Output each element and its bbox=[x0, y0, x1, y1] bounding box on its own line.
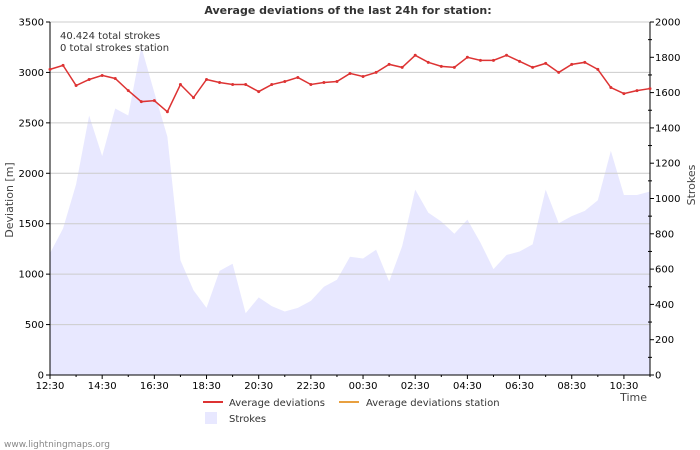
x-tick-label-5: 22:30 bbox=[296, 381, 325, 392]
deviation-point-10 bbox=[178, 83, 182, 87]
chart-title: Average deviations of the last 24h for s… bbox=[204, 4, 491, 17]
right-tick-label-7: 1400 bbox=[655, 123, 680, 134]
x-ticks: 12:30 14:30 16:30 18:30 20:30 22:30 00:30 02:30… bbox=[36, 375, 651, 392]
deviation-point-25 bbox=[374, 70, 378, 74]
x-tick-label-1: 14:30 bbox=[88, 381, 117, 392]
x-axis-title: Time bbox=[619, 391, 647, 404]
right-tick-label-0: 0 bbox=[655, 371, 661, 382]
deviation-point-30 bbox=[439, 64, 443, 68]
x-tick-label-7: 02:30 bbox=[401, 381, 430, 392]
deviation-point-20 bbox=[309, 83, 313, 87]
deviation-point-8 bbox=[152, 99, 156, 103]
x-tick-label-10: 08:30 bbox=[557, 381, 586, 392]
deviation-point-26 bbox=[387, 62, 391, 66]
deviation-point-37 bbox=[531, 65, 535, 69]
right-tick-label-5: 1000 bbox=[655, 194, 680, 205]
x-tick-label-11: 10:30 bbox=[609, 381, 638, 392]
deviation-point-16 bbox=[257, 90, 261, 94]
deviation-point-32 bbox=[465, 55, 469, 59]
legend: Average deviations Average deviations st… bbox=[203, 398, 500, 425]
deviation-point-5 bbox=[113, 76, 117, 80]
deviation-point-40 bbox=[570, 62, 574, 66]
deviation-point-24 bbox=[361, 74, 365, 78]
deviation-point-44 bbox=[622, 92, 626, 96]
deviation-point-46 bbox=[648, 87, 652, 91]
deviation-point-27 bbox=[400, 65, 404, 69]
deviation-point-2 bbox=[74, 84, 78, 88]
left-tick-label-6: 3000 bbox=[19, 68, 44, 79]
right-tick-label-2: 400 bbox=[655, 300, 674, 311]
info-station-strokes: 0 total strokes station bbox=[60, 43, 169, 54]
deviation-point-3 bbox=[87, 77, 91, 81]
deviation-point-18 bbox=[283, 80, 287, 84]
left-tick-label-1: 500 bbox=[25, 320, 44, 331]
deviation-point-23 bbox=[348, 71, 352, 75]
deviation-point-13 bbox=[218, 81, 222, 85]
deviation-point-9 bbox=[165, 110, 169, 114]
right-tick-label-1: 200 bbox=[655, 335, 674, 346]
deviation-point-41 bbox=[583, 60, 587, 64]
deviation-line-layer bbox=[48, 53, 652, 114]
deviation-point-0 bbox=[48, 67, 52, 71]
deviation-point-19 bbox=[296, 75, 300, 79]
strokes-area bbox=[50, 46, 650, 376]
x-tick-label-2: 16:30 bbox=[140, 381, 169, 392]
deviation-point-1 bbox=[61, 63, 65, 67]
left-tick-label-7: 3500 bbox=[19, 18, 44, 29]
left-tick-label-4: 2000 bbox=[19, 169, 44, 180]
deviation-point-39 bbox=[557, 70, 561, 74]
legend-label-strokes: Strokes bbox=[229, 414, 266, 425]
right-tick-label-9: 1800 bbox=[655, 53, 680, 64]
right-tick-label-6: 1200 bbox=[655, 159, 680, 170]
deviation-point-15 bbox=[244, 83, 248, 87]
legend-swatch-strokes bbox=[205, 412, 217, 424]
left-tick-label-2: 1000 bbox=[19, 270, 44, 281]
deviation-point-34 bbox=[491, 58, 495, 62]
y-axis-left-title: Deviation [m] bbox=[3, 162, 16, 237]
right-tick-label-10: 2000 bbox=[655, 18, 680, 29]
left-tick-label-0: 0 bbox=[38, 371, 44, 382]
deviation-point-45 bbox=[635, 89, 639, 93]
legend-label-deviation-station: Average deviations station bbox=[366, 398, 500, 409]
x-tick-label-4: 20:30 bbox=[244, 381, 273, 392]
deviation-point-29 bbox=[426, 60, 430, 64]
left-tick-label-3: 1500 bbox=[19, 219, 44, 230]
deviation-point-43 bbox=[609, 86, 613, 90]
x-tick-label-3: 18:30 bbox=[192, 381, 221, 392]
right-tick-label-4: 800 bbox=[655, 229, 674, 240]
deviation-point-7 bbox=[139, 100, 143, 104]
deviation-point-38 bbox=[544, 61, 548, 65]
deviation-point-22 bbox=[335, 80, 339, 84]
deviation-point-14 bbox=[231, 83, 235, 87]
right-tick-label-8: 1600 bbox=[655, 88, 680, 99]
deviation-point-12 bbox=[205, 77, 209, 81]
deviation-point-31 bbox=[452, 65, 456, 69]
y-axis-right-title: Strokes bbox=[685, 164, 698, 205]
deviation-point-17 bbox=[270, 83, 274, 87]
deviation-point-36 bbox=[518, 59, 522, 63]
deviation-point-6 bbox=[126, 89, 130, 93]
deviation-point-35 bbox=[505, 53, 509, 57]
deviation-point-11 bbox=[191, 96, 195, 100]
right-y-ticks: 0 200 400 600 800 1000 1200 1400 1600 1800 2000 bbox=[648, 18, 680, 382]
left-tick-label-5: 2500 bbox=[19, 118, 44, 129]
deviation-point-28 bbox=[413, 53, 417, 57]
strokes-area-layer bbox=[50, 46, 650, 376]
deviation-point-33 bbox=[478, 58, 482, 62]
legend-label-deviation: Average deviations bbox=[229, 398, 325, 409]
left-y-ticks: 0 500 1000 1500 2000 2500 3000 3500 bbox=[19, 18, 50, 382]
deviation-point-42 bbox=[596, 67, 600, 71]
deviation-point-4 bbox=[100, 73, 104, 77]
x-tick-label-6: 00:30 bbox=[349, 381, 378, 392]
x-tick-label-8: 04:30 bbox=[453, 381, 482, 392]
x-tick-label-9: 06:30 bbox=[505, 381, 534, 392]
x-tick-label-0: 12:30 bbox=[36, 381, 65, 392]
right-tick-label-3: 600 bbox=[655, 265, 674, 276]
info-total-strokes: 40.424 total strokes bbox=[60, 31, 160, 42]
deviation-point-21 bbox=[322, 81, 326, 85]
footer-site-link[interactable]: www.lightningmaps.org bbox=[4, 440, 110, 450]
